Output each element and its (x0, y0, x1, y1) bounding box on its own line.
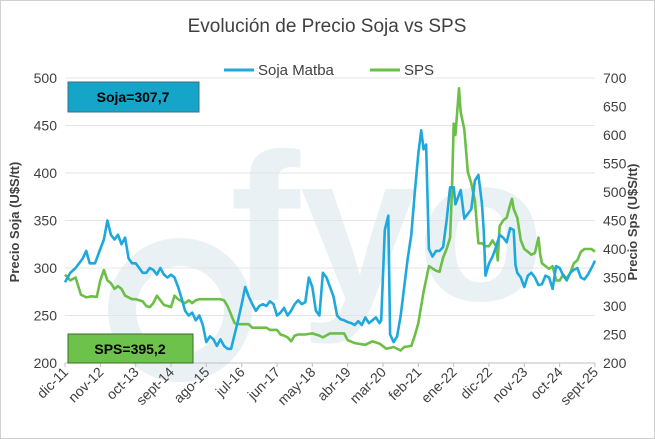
y-left-tick-label: 250 (34, 308, 58, 324)
y-right-tick-label: 600 (603, 127, 627, 143)
y-right-tick-label: 550 (603, 156, 627, 172)
x-tick-label: dic-22 (457, 364, 495, 402)
soja-annotation-box (67, 81, 200, 113)
soja-annotation-text: Soja=307,7 (97, 89, 170, 105)
y-left-tick-label: 350 (34, 213, 58, 229)
y-axis-right: 200 250 300 350 400 450 500 550 600 650 700 (603, 70, 627, 371)
y-left-tick-label: 450 (34, 118, 58, 134)
gridlines (65, 77, 595, 364)
sps-annotation-text: SPS=395,2 (94, 341, 165, 357)
sps-annotation: SPS=395,2 (67, 333, 194, 364)
y-right-tick-label: 300 (603, 298, 627, 314)
x-tick-label: feb-21 (385, 364, 425, 404)
legend: Soja Matba SPS (224, 62, 434, 79)
series-sps-line (64, 87, 596, 352)
legend-soja-label: Soja Matba (258, 62, 335, 79)
y-left-tick-label: 200 (34, 355, 58, 371)
y-left-tick-label: 400 (34, 165, 58, 181)
y-right-tick-label: 200 (603, 355, 627, 371)
x-tick-label: sept-25 (557, 364, 601, 408)
y-right-tick-label: 350 (603, 270, 627, 286)
y-right-tick-label: 500 (603, 184, 627, 200)
x-tick-label: nov-12 (65, 364, 107, 406)
x-tick-label: ene-22 (418, 364, 460, 406)
x-tick-label: may-18 (274, 364, 318, 408)
sps-annotation-box (67, 333, 194, 364)
x-tick-label: mar-20 (346, 364, 389, 407)
y-right-tick-label: 650 (603, 99, 627, 115)
series-soja-line (63, 129, 597, 351)
x-tick-label: nov-23 (489, 364, 531, 406)
soja-annotation: Soja=307,7 (67, 81, 200, 113)
y-axis-right-label: Precio Sps (U$S/tt) (625, 163, 640, 280)
chart-title: Evolución de Precio Soja vs SPS (188, 16, 467, 37)
y-right-tick-label: 250 (603, 327, 627, 343)
watermark: fyo (108, 110, 545, 382)
y-right-tick-label: 400 (603, 241, 627, 257)
y-right-tick-label: 450 (603, 213, 627, 229)
y-left-tick-label: 500 (34, 70, 58, 86)
y-right-tick-label: 700 (603, 70, 627, 86)
y-axis-left-label: Precio Soja (U$S/tt) (7, 162, 22, 283)
y-left-tick-label: 300 (34, 260, 58, 276)
y-axis-left: 200 250 300 350 400 450 500 (34, 70, 58, 371)
legend-sps-label: SPS (404, 62, 434, 79)
